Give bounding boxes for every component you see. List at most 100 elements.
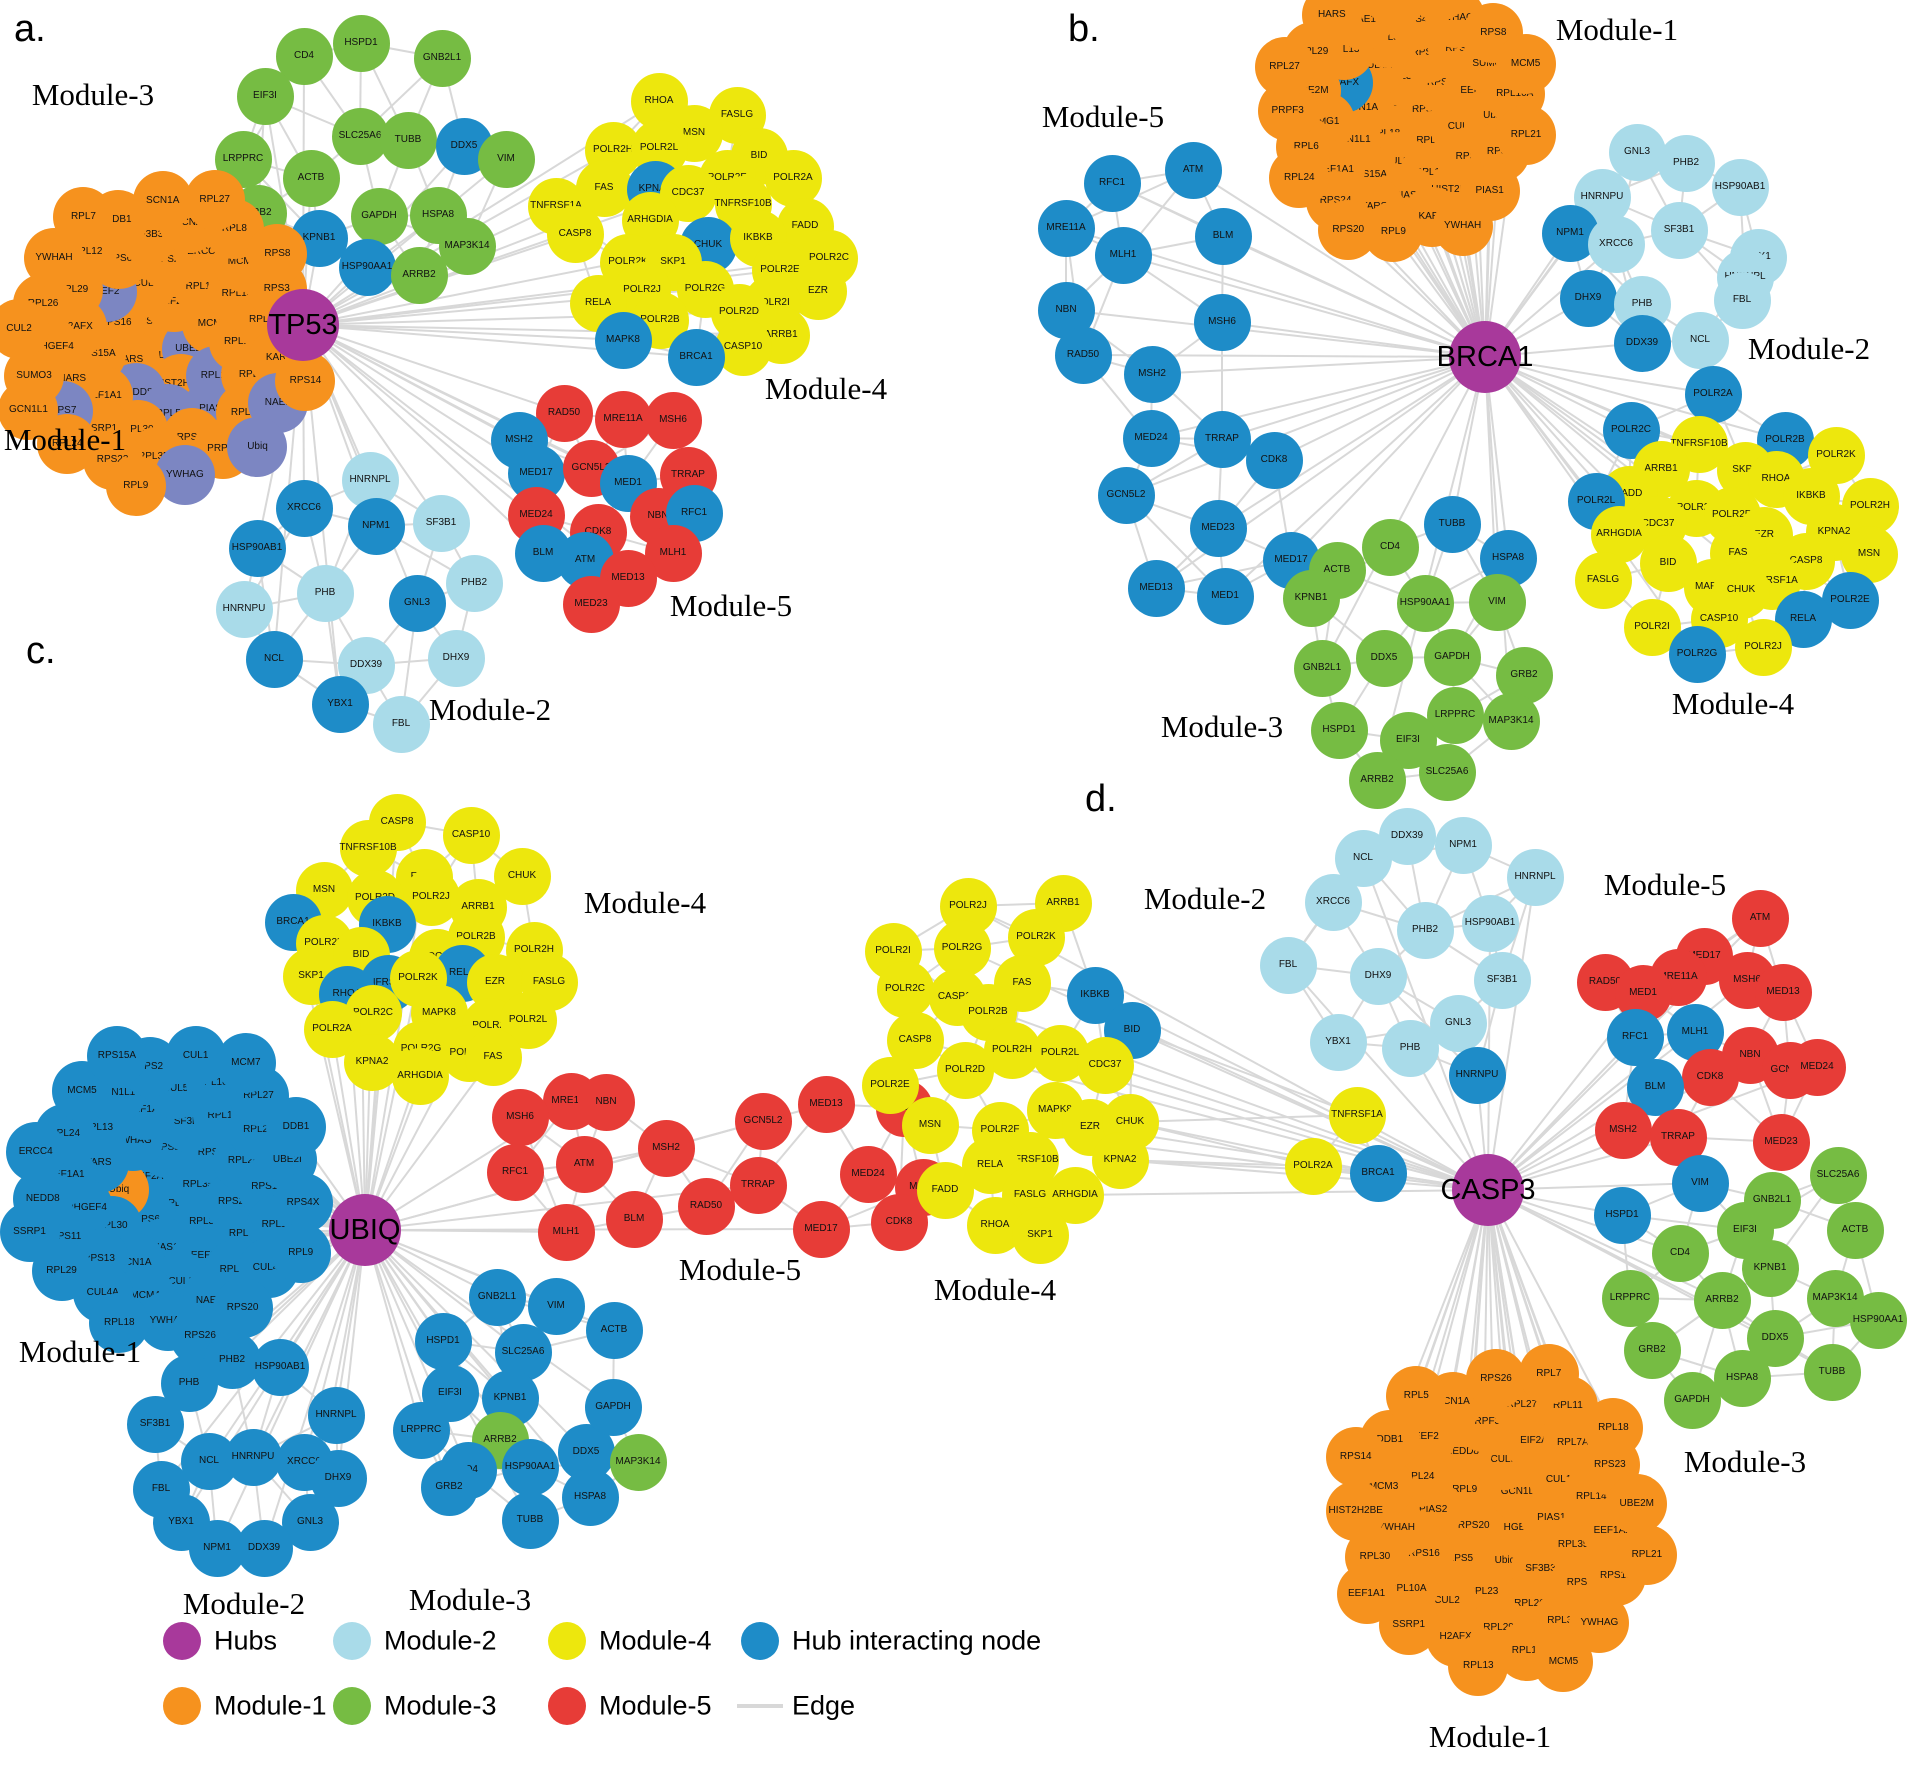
hub-node-tp53: TP53 — [267, 289, 339, 361]
node-label: TUBB — [516, 1514, 544, 1525]
node-label: POLR2H — [592, 144, 633, 155]
node-label: MED17 — [804, 1223, 838, 1234]
node-msh6: MSH6 — [1193, 293, 1251, 351]
node-label: RPL35A — [1557, 1539, 1596, 1551]
node-msh2: MSH2 — [637, 1119, 695, 1177]
node-label: RAD50 — [689, 1200, 723, 1211]
node-label: RPS23 — [1594, 1458, 1626, 1470]
node-hnrnpu: HNRNPU — [224, 1428, 282, 1486]
node-label: MED17 — [519, 467, 553, 478]
node-label: RPL11 — [1414, 167, 1445, 179]
node-label: EIF2A — [135, 1170, 164, 1182]
node-label: PHB2 — [460, 577, 488, 588]
node-label: NBN — [595, 1096, 617, 1107]
node-rps26: RPS26 — [1466, 1348, 1527, 1409]
node-label: BRCA1 — [276, 916, 310, 927]
node-label: RPS5 — [1447, 1553, 1474, 1565]
node-label: MLH1 — [1109, 249, 1137, 260]
node-dhx9: DHX9 — [427, 629, 485, 687]
node-rad50: RAD50 — [677, 1177, 735, 1235]
node-label: POLR2H — [513, 944, 554, 955]
node-label: VIM — [1691, 1177, 1709, 1188]
node-label: CDK8 — [584, 526, 612, 537]
hub-node-brca1: BRCA1 — [1437, 321, 1533, 393]
legend-label-module-4: Module-4 — [599, 1625, 712, 1656]
node-med13: MED13 — [1754, 963, 1812, 1021]
node-label: EEF1A2 — [126, 1103, 165, 1115]
node-label: PRPF3 — [1467, 1416, 1501, 1428]
node-label: POLR2I — [472, 1020, 508, 1031]
node-label: EEF1A1 — [84, 389, 122, 401]
node-phb2: PHB2 — [1657, 134, 1715, 192]
node-label: TARS — [117, 354, 144, 366]
node-label: TUBB — [1438, 518, 1466, 529]
node-label: RPL26 — [27, 298, 59, 309]
node-label: RPS6 — [1455, 151, 1482, 163]
node-label: HSPD1 — [344, 37, 378, 48]
node-label: POLR2F — [980, 1124, 1020, 1135]
node-gcn1l1: GCN1L1 — [0, 380, 59, 441]
node-label: RPL9 — [1380, 225, 1406, 237]
node-label: NPM1 — [1556, 227, 1584, 238]
legend-label-module-2: Module-2 — [384, 1625, 497, 1656]
node-label: CD4 — [293, 50, 314, 61]
node-med24: MED24 — [839, 1145, 897, 1203]
node-polr2a: POLR2A — [1284, 1137, 1342, 1195]
node-map3k14: MAP3K14 — [609, 1433, 667, 1491]
node-polr2g: POLR2G — [933, 919, 991, 977]
node-label: TUBB — [394, 134, 422, 145]
node-polr2d: POLR2D — [936, 1041, 994, 1099]
node-label: POLR2E — [1830, 594, 1870, 605]
node-label: POLR2B — [456, 931, 496, 942]
node-label: POLR2J — [412, 891, 450, 902]
node-label: SF3B1 — [139, 1418, 171, 1429]
node-label: KARS — [1418, 210, 1446, 222]
node-label: RPL13 — [82, 1122, 114, 1134]
node-casp10: CASP10 — [442, 806, 500, 864]
node-vim: VIM — [527, 1277, 585, 1335]
node-label: DDX5 — [572, 1446, 600, 1457]
node-label: SKP1 — [1732, 464, 1758, 475]
node-label: CASP10 — [937, 991, 977, 1002]
node-label: RPS7 — [1445, 43, 1472, 55]
node-cd4: CD4 — [1651, 1224, 1709, 1282]
node-label: GNB2L1 — [1752, 1194, 1792, 1205]
node-label: MSH2 — [505, 434, 533, 445]
node-rpl21: RPL21 — [1496, 104, 1557, 165]
node-label: MED17 — [1687, 950, 1721, 961]
node-label: SKP1 — [298, 970, 324, 981]
node-ercc4: ERCC4 — [5, 1121, 66, 1182]
node-label: YWHAH — [1377, 1521, 1415, 1533]
node-label: ARHGDIA — [627, 214, 673, 225]
node-label: PRPF3 — [207, 443, 240, 455]
node-label: YWHAG — [113, 1134, 152, 1146]
node-label: MED23 — [574, 598, 608, 609]
node-label: NCL — [198, 1455, 219, 1466]
node-label: RPL30 — [1359, 1551, 1391, 1563]
node-kpna2: KPNA2 — [1091, 1131, 1149, 1189]
node-label: RPL18 — [104, 1317, 135, 1329]
node-label: H2AFX — [1326, 76, 1360, 88]
node-label: POLR2J — [1744, 641, 1782, 652]
node-label: RFC1 — [501, 1166, 529, 1177]
node-label: SUMO3 — [1472, 57, 1508, 69]
node-nbn: NBN — [577, 1073, 635, 1131]
node-label: RPL11 — [1552, 1400, 1583, 1412]
node-label: NBN — [647, 510, 669, 521]
node-label: POLR2E — [760, 264, 800, 275]
node-label: TRRAP — [1661, 1131, 1695, 1142]
module-label-module-5: Module-5 — [1603, 867, 1727, 902]
node-label: CUL5 — [1383, 156, 1409, 168]
node-label: TNFRSF10B — [339, 842, 397, 853]
node-hspa8: HSPA8 — [561, 1468, 619, 1526]
node-vim: VIM — [1468, 573, 1526, 631]
node-label: POLR2L — [1040, 1047, 1080, 1058]
legend-label-hubs: Hubs — [214, 1625, 278, 1656]
node-hsp90ab1: HSP90AB1 — [1461, 894, 1519, 952]
node-label: RPS8 — [264, 248, 291, 260]
node-label: POLR2G — [941, 942, 983, 953]
node-label: NAE1 — [264, 396, 291, 408]
node-label: RFC1 — [680, 507, 708, 518]
node-label: GRB2 — [435, 1481, 463, 1492]
node-label: HSPA8 — [1491, 552, 1525, 563]
